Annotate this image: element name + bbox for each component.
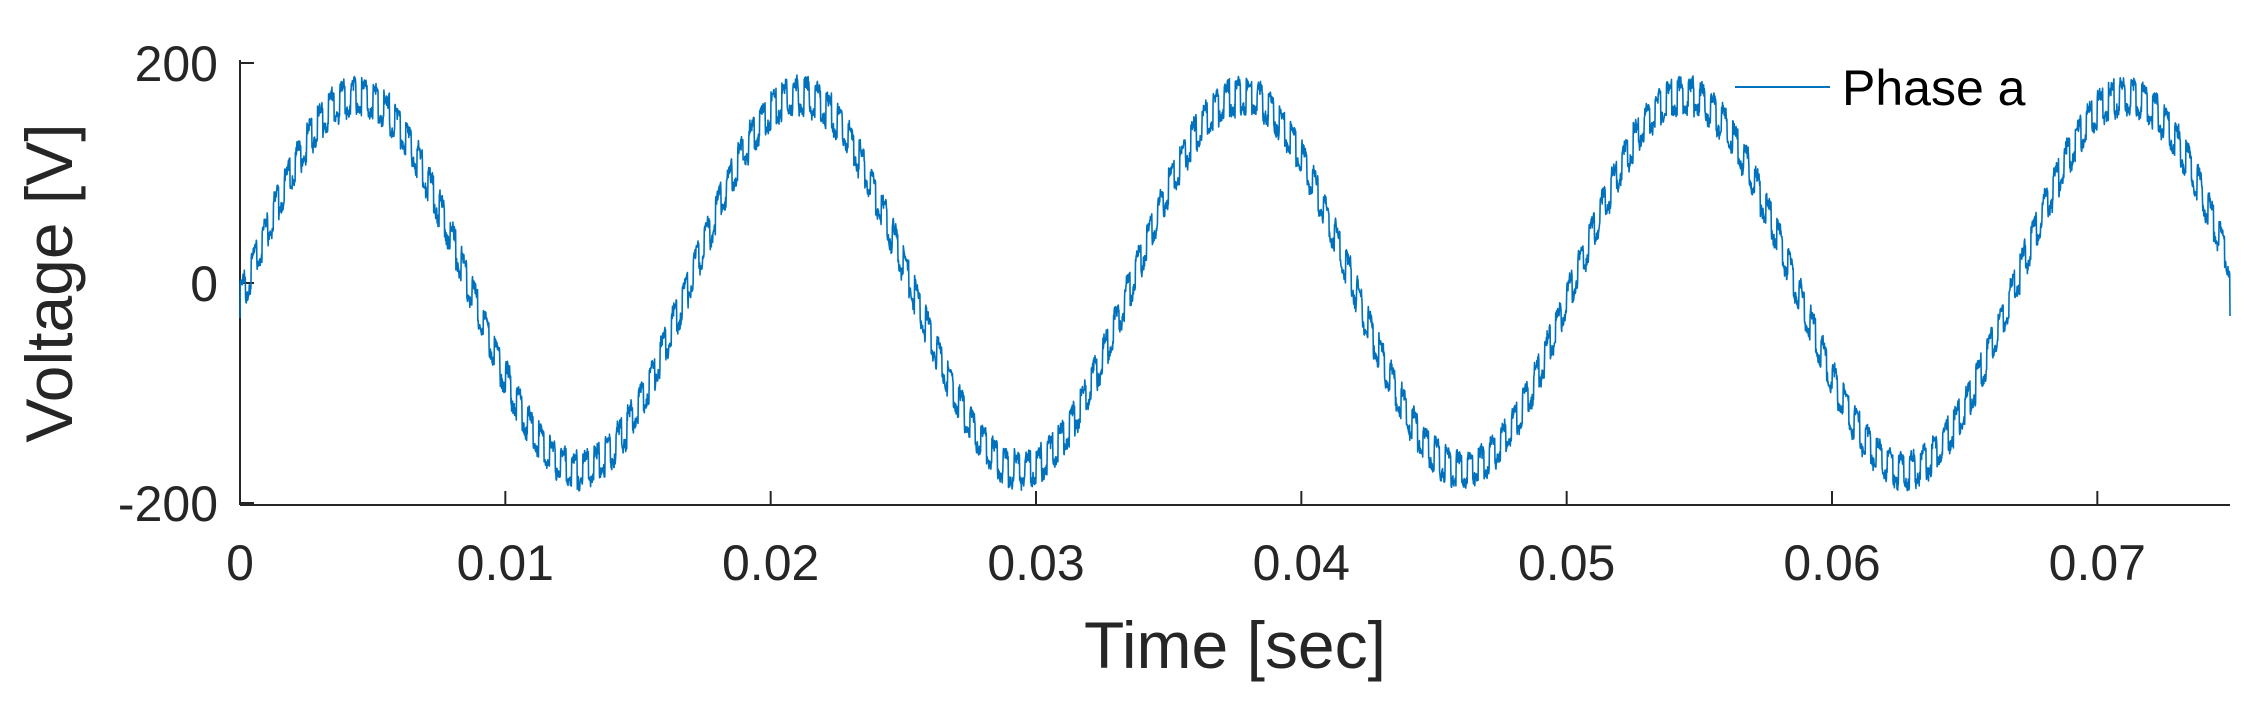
y-axis-label: Voltage [V] [12, 123, 86, 442]
phase-a-line [239, 74, 2231, 492]
y-tick-label: 0 [190, 256, 218, 312]
legend-label-phase-a: Phase a [1842, 60, 2026, 116]
x-axis-label: Time [sec] [1084, 608, 1386, 682]
y-ticks: -200 0 200 [118, 36, 254, 532]
x-tick-label: 0.07 [2049, 535, 2146, 591]
y-tick-label: 200 [135, 36, 218, 92]
y-tick-label: -200 [118, 476, 218, 532]
x-tick-label: 0 [226, 535, 254, 591]
x-tick-label: 0.05 [1518, 535, 1615, 591]
x-tick-label: 0.02 [722, 535, 819, 591]
x-tick-label: 0.04 [1253, 535, 1350, 591]
x-tick-label: 0.03 [987, 535, 1084, 591]
x-ticks: 0 0.01 0.02 0.03 0.04 0.05 0.06 0.07 [226, 491, 2146, 591]
x-tick-label: 0.01 [457, 535, 554, 591]
legend: Phase a [1735, 60, 2026, 116]
x-tick-label: 0.06 [1783, 535, 1880, 591]
